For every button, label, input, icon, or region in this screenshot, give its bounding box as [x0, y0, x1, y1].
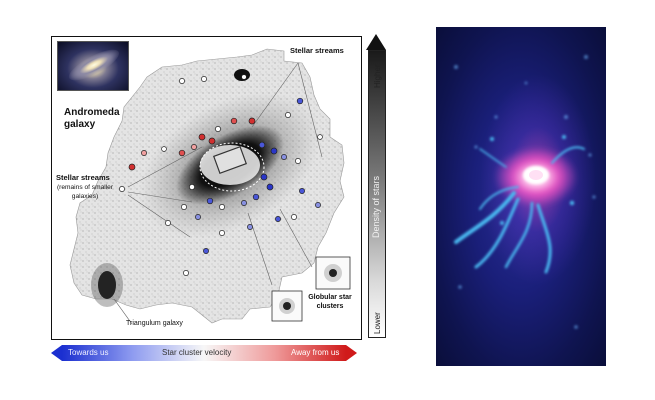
stellar-streams-left-label: Stellar streams — [56, 173, 110, 182]
velocity-arrow-left — [51, 345, 62, 361]
velocity-arrow-right — [346, 345, 357, 361]
globular-clusters-label: Globular star clusters — [308, 294, 352, 310]
stellar-streams-left-sublabel: (remains of smaller galaxies) — [56, 184, 114, 200]
density-title: Density of stars — [371, 175, 381, 238]
andromeda-photo-inset — [57, 41, 129, 91]
star-clusters — [119, 74, 323, 276]
density-high-label: Higher — [373, 64, 382, 88]
survey-map-graphic — [69, 48, 351, 325]
density-arrow-up — [366, 34, 386, 50]
dashed-ring — [199, 142, 265, 192]
triangulum-label: Triangulum galaxy — [126, 320, 183, 327]
cosmic-filaments-graphic — [454, 55, 596, 329]
galaxy-glow — [65, 43, 123, 87]
density-scale-bar — [368, 50, 386, 338]
stellar-streams-top-label: Stellar streams — [290, 46, 344, 55]
velocity-away-label: Away from us — [291, 348, 340, 357]
velocity-scale-bar — [62, 345, 346, 361]
central-box — [212, 145, 248, 175]
velocity-towards-label: Towards us — [68, 348, 109, 357]
survey-map: Andromeda galaxy Stellar streams Stellar… — [51, 36, 362, 340]
andromeda-title: Andromeda galaxy — [64, 107, 120, 130]
velocity-title: Star cluster velocity — [162, 348, 232, 357]
cosmic-filaments-image — [436, 27, 606, 366]
density-low-label: Lower — [373, 312, 382, 334]
